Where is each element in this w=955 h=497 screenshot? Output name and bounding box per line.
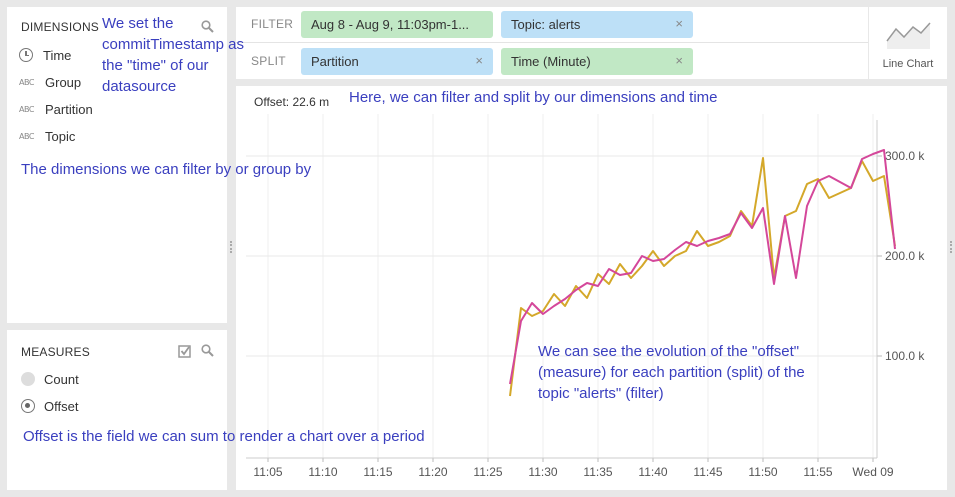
filter-pill-label: Topic: alerts xyxy=(511,17,581,32)
dimension-item-partition[interactable]: ABC Partition xyxy=(19,99,93,119)
measures-title: MEASURES xyxy=(21,345,90,359)
close-icon[interactable]: × xyxy=(675,16,683,31)
measure-readout: Offset: 22.6 m xyxy=(254,95,330,109)
x-tick-label: 11:45 xyxy=(693,465,722,479)
dimension-item-topic[interactable]: ABC Topic xyxy=(19,126,75,146)
abc-icon: ABC xyxy=(19,104,34,114)
x-tick-label: 11:55 xyxy=(803,465,832,479)
x-tick-label: 11:35 xyxy=(583,465,612,479)
y-tick-label: 200.0 k xyxy=(885,249,925,263)
abc-icon: ABC xyxy=(19,77,34,87)
close-icon[interactable]: × xyxy=(475,53,483,68)
search-icon[interactable] xyxy=(201,344,214,357)
resize-handle[interactable] xyxy=(230,241,232,253)
x-tick-label: 11:30 xyxy=(528,465,557,479)
split-pill-label: Time (Minute) xyxy=(511,54,591,69)
clock-icon xyxy=(19,48,33,62)
dimension-label: Partition xyxy=(45,101,93,117)
filter-divider xyxy=(236,42,868,43)
split-pill-time-minute[interactable]: Time (Minute) × xyxy=(501,48,693,75)
filter-split-bar: FILTER SPLIT Aug 8 - Aug 9, 11:03pm-1...… xyxy=(236,7,868,79)
x-tick-label: 11:10 xyxy=(308,465,337,479)
x-tick-label: 11:25 xyxy=(473,465,502,479)
measure-label: Count xyxy=(44,371,79,387)
close-icon[interactable]: × xyxy=(675,53,683,68)
checklist-icon[interactable] xyxy=(178,344,192,358)
annotation-dimensions-note: The dimensions we can filter by or group… xyxy=(21,161,312,178)
abc-icon: ABC xyxy=(19,131,34,141)
annotation-offset-note: Offset is the field we can sum to render… xyxy=(23,428,425,445)
chart-panel: Offset: 22.6 m 11:05 11:10 11:15 11:20 11:25… xyxy=(236,86,947,490)
measures-panel: MEASURES Count Offset xyxy=(7,330,227,490)
x-tick-label: 11:50 xyxy=(748,465,777,479)
dimension-item-group[interactable]: ABC Group xyxy=(19,72,81,92)
search-icon[interactable] xyxy=(201,20,214,33)
x-tick-label: 11:40 xyxy=(638,465,667,479)
filter-pill-topic[interactable]: Topic: alerts × xyxy=(501,11,693,38)
x-tick-label: 11:20 xyxy=(418,465,447,479)
line-chart-icon xyxy=(886,22,931,49)
annotation-time-note: We set the commitTimestamp as the "time"… xyxy=(102,15,244,95)
measure-label: Offset xyxy=(44,398,79,414)
y-tick-label: 100.0 k xyxy=(885,349,925,363)
dimension-label: Topic xyxy=(45,128,76,144)
x-tick-label: Wed 09 xyxy=(852,465,893,479)
measure-item-offset[interactable]: Offset xyxy=(21,396,78,416)
visualization-selector[interactable]: Line Chart xyxy=(869,7,947,79)
line-chart[interactable]: 11:05 11:10 11:15 11:20 11:25 11:30 11:35 11:40… xyxy=(236,86,947,490)
annotation-filter-note: Here, we can filter and split by our dim… xyxy=(349,89,718,106)
resize-handle[interactable] xyxy=(950,241,952,253)
filter-pill-time[interactable]: Aug 8 - Aug 9, 11:03pm-1... xyxy=(301,11,493,38)
x-tick-label: 11:15 xyxy=(363,465,392,479)
annotation-evolution-note: We can see the evolution of the "offset"… xyxy=(538,343,805,402)
x-tick-label: 11:05 xyxy=(253,465,282,479)
dimension-item-time[interactable]: Time xyxy=(19,45,71,65)
dimensions-title: DIMENSIONS xyxy=(21,20,100,34)
radio-selected-icon[interactable] xyxy=(21,399,35,413)
visualization-label: Line Chart xyxy=(882,58,934,70)
radio-unselected-icon[interactable] xyxy=(21,372,35,386)
filter-pill-label: Aug 8 - Aug 9, 11:03pm-1... xyxy=(311,17,470,32)
filter-label: FILTER xyxy=(251,17,294,31)
dimensions-panel: DIMENSIONS Time ABC Group ABC Partition … xyxy=(7,7,227,323)
measure-item-count[interactable]: Count xyxy=(21,369,79,389)
y-tick-label: 300.0 k xyxy=(885,149,925,163)
dimension-label: Time xyxy=(43,47,72,63)
split-pill-partition[interactable]: Partition × xyxy=(301,48,493,75)
split-label: SPLIT xyxy=(251,54,286,68)
split-pill-label: Partition xyxy=(311,54,359,69)
dimension-label: Group xyxy=(45,74,82,90)
